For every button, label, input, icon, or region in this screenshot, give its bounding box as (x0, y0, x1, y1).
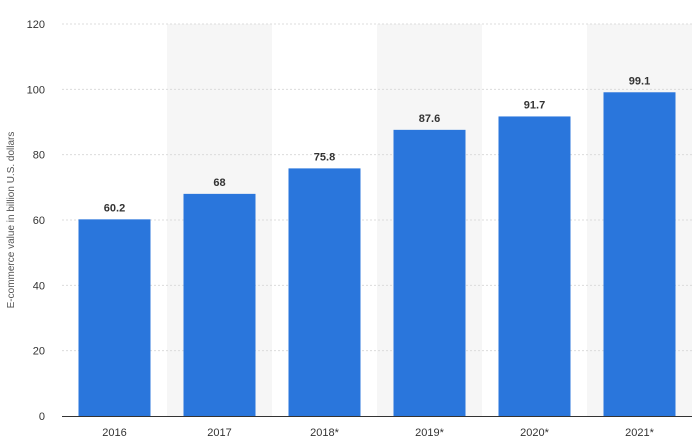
y-tick-label: 40 (33, 280, 45, 292)
x-tick-label: 2016 (102, 427, 126, 439)
x-tick-label: 2019* (415, 427, 444, 439)
bar (183, 193, 256, 416)
data-label: 91.7 (524, 99, 545, 111)
data-labels: 60.2 68 75.8 87.6 91.7 99.1 (104, 75, 650, 214)
data-label: 75.8 (314, 151, 335, 163)
y-axis-title: E-commerce value in billion U.S. dollars (6, 132, 17, 309)
y-tick-label: 20 (33, 346, 45, 358)
bar (393, 129, 466, 416)
y-tick-label: 60 (33, 215, 45, 227)
x-axis-ticks: 2016 2017 2018* 2019* 2020* 2021* (102, 427, 654, 439)
y-tick-label: 100 (27, 84, 45, 96)
x-tick-label: 2020* (520, 427, 549, 439)
y-tick-label: 0 (39, 411, 45, 423)
x-tick-label: 2018* (310, 427, 339, 439)
x-tick-label: 2021* (625, 427, 654, 439)
data-label: 60.2 (104, 202, 125, 214)
x-tick-label: 2017 (207, 427, 231, 439)
y-tick-label: 120 (27, 19, 45, 31)
bar (603, 92, 676, 417)
gridlines (62, 23, 692, 352)
bars (78, 92, 676, 417)
y-axis-ticks: 0 20 40 60 80 100 120 (27, 19, 45, 423)
bar (78, 219, 151, 416)
data-label: 99.1 (629, 75, 650, 87)
data-label: 87.6 (419, 113, 440, 125)
bar (288, 168, 361, 416)
bar (498, 116, 571, 417)
data-label: 68 (213, 177, 225, 189)
y-tick-label: 80 (33, 150, 45, 162)
